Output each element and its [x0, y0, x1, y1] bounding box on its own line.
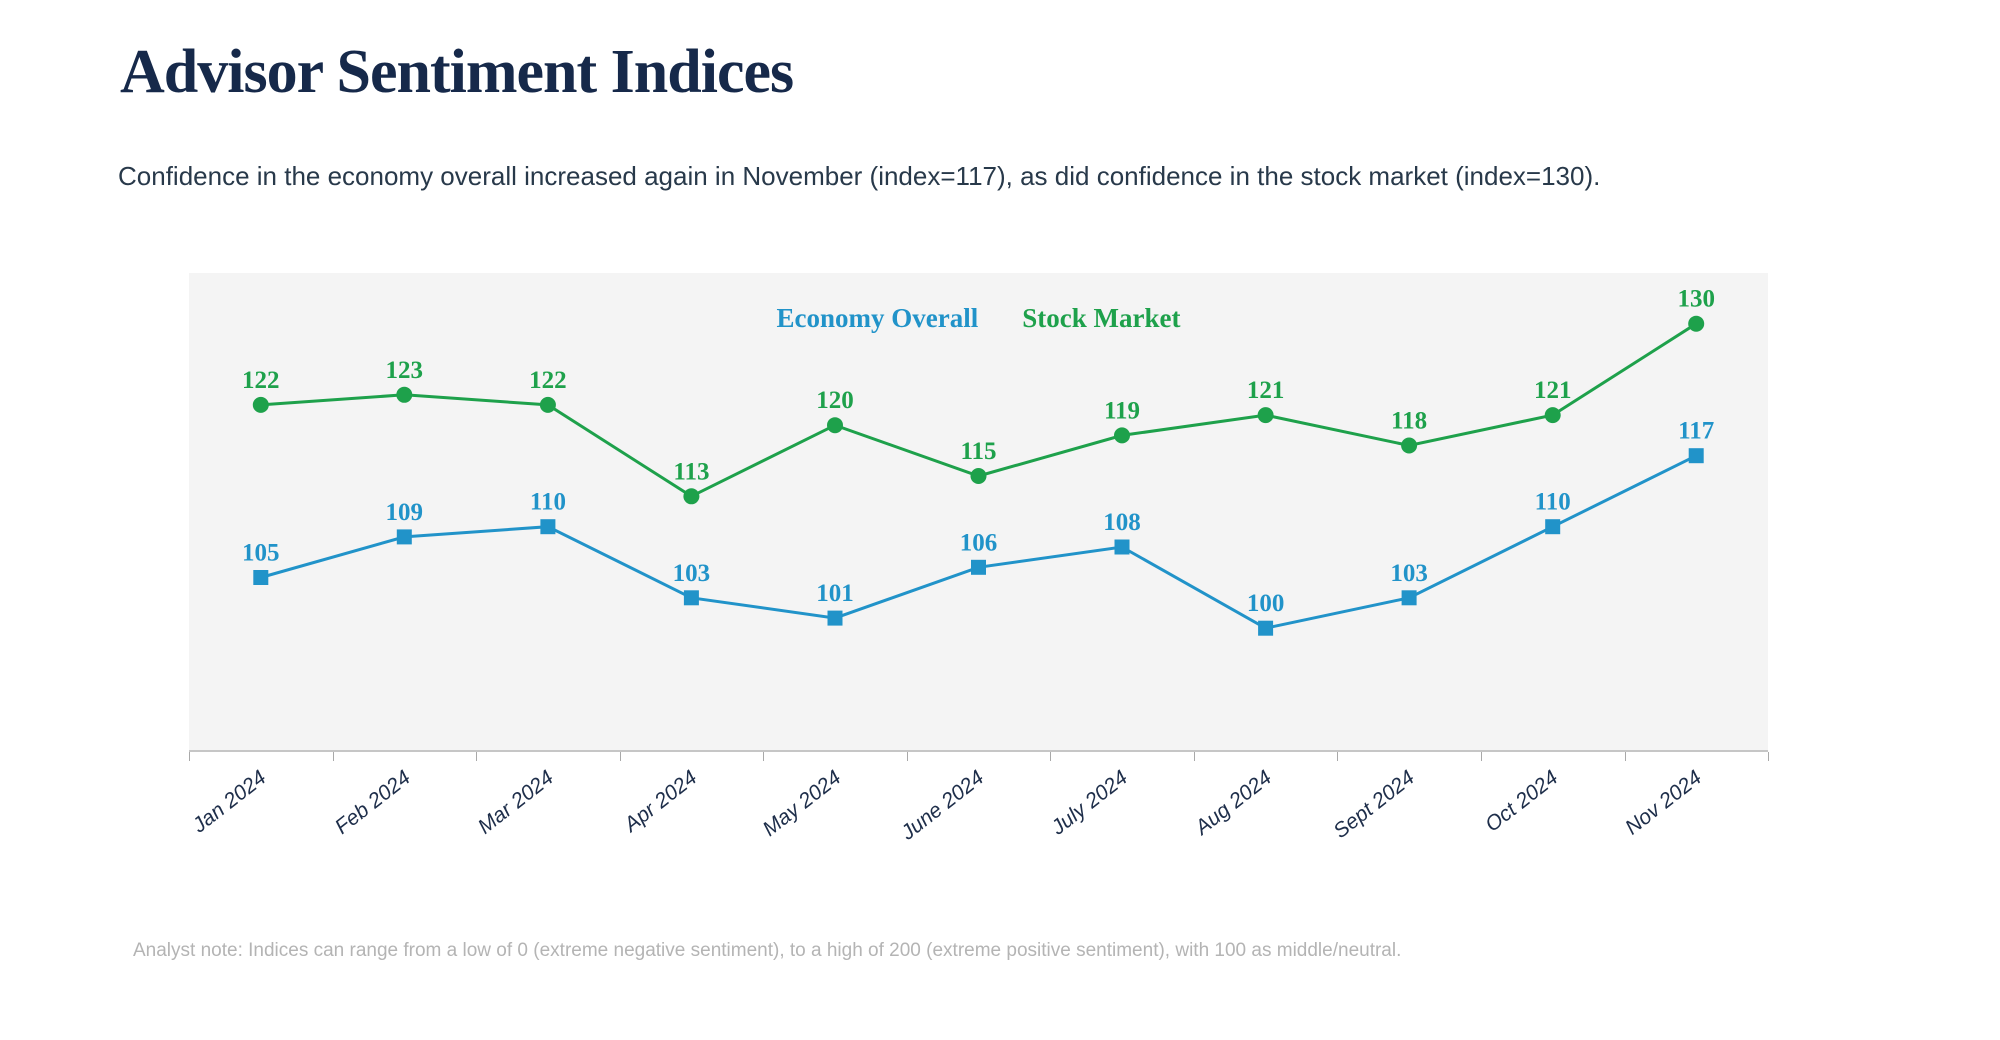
legend-item-stock-market[interactable]: Stock Market [1022, 303, 1181, 333]
chart-legend: Economy Overall Stock Market [189, 303, 1768, 334]
data-point-marker [683, 488, 700, 505]
data-point-label: 110 [530, 489, 566, 516]
x-axis-label: Mar 2024 [473, 766, 559, 839]
data-point-label: 106 [960, 529, 998, 556]
data-point-label: 117 [1678, 418, 1714, 445]
data-point-marker [1545, 519, 1561, 535]
data-point-marker [539, 396, 556, 413]
data-point-marker [1688, 315, 1705, 332]
data-point-label: 119 [1104, 397, 1140, 424]
data-point-label: 115 [960, 438, 996, 465]
page-title: Advisor Sentiment Indices [120, 38, 794, 106]
data-point-marker [253, 570, 269, 585]
data-point-label: 123 [386, 357, 424, 384]
x-axis-tick [1050, 752, 1052, 761]
data-point-label: 103 [673, 560, 711, 587]
data-point-label: 122 [529, 367, 567, 394]
data-point-marker [970, 468, 987, 484]
data-point-marker [1401, 437, 1418, 454]
data-point-label: 113 [673, 458, 709, 485]
legend-item-economy-overall[interactable]: Economy Overall [776, 303, 979, 333]
data-point-marker [1114, 427, 1130, 444]
x-axis-label: May 2024 [758, 766, 846, 841]
data-point-label: 130 [1677, 286, 1715, 313]
x-axis-tick [1480, 752, 1482, 761]
data-point-marker [396, 386, 413, 403]
x-axis-tick [476, 752, 478, 761]
data-point-label: 121 [1247, 377, 1285, 404]
x-axis-tick [1193, 752, 1195, 761]
x-axis-tick [619, 752, 621, 761]
data-point-label: 122 [242, 367, 279, 394]
x-axis-label: Feb 2024 [330, 766, 415, 839]
x-axis-label: Aug 2024 [1190, 766, 1276, 840]
data-point-label: 108 [1103, 509, 1141, 536]
x-axis-tick [763, 752, 765, 761]
data-point-label: 120 [816, 387, 854, 414]
x-axis-label: Nov 2024 [1621, 766, 1707, 840]
page-subtitle: Confidence in the economy overall increa… [118, 161, 1601, 191]
data-point-label: 109 [386, 499, 424, 526]
data-point-label: 100 [1247, 590, 1285, 617]
data-point-marker [971, 559, 986, 575]
data-point-label: 118 [1391, 408, 1427, 435]
x-axis-label: Apr 2024 [620, 766, 702, 837]
x-axis-tick [332, 752, 334, 761]
data-point-marker [396, 529, 412, 545]
analyst-note: Analyst note: Indices can range from a l… [133, 940, 1402, 961]
x-axis-label: Oct 2024 [1481, 766, 1563, 837]
chart-plot-area: Economy Overall Stock Market 122 123 122 11… [189, 273, 1768, 752]
data-point-marker [683, 590, 699, 606]
data-point-marker [252, 396, 269, 413]
data-point-label: 105 [242, 540, 279, 567]
data-point-label: 101 [816, 580, 854, 607]
data-point-marker [540, 519, 556, 535]
line-chart-canvas: 122 123 122 113 120 115 119 121 118 121 130 105 109 1… [242, 286, 1715, 636]
x-axis-label: Jan 2024 [188, 766, 271, 838]
data-point-marker [1544, 407, 1561, 424]
x-axis-tick [1768, 752, 1769, 761]
x-axis-label: July 2024 [1047, 766, 1133, 840]
data-point-marker [1114, 539, 1130, 555]
data-point-label: 121 [1534, 377, 1572, 404]
x-axis-label: Sept 2024 [1329, 766, 1420, 844]
data-point-marker [827, 417, 843, 434]
data-point-marker [1258, 620, 1274, 636]
data-point-marker [1257, 407, 1274, 424]
data-point-marker [1401, 590, 1417, 606]
data-point-label: 110 [1535, 489, 1571, 516]
data-point-marker [827, 610, 843, 626]
x-axis-tick [1337, 752, 1339, 761]
data-point-marker [1688, 448, 1704, 464]
x-axis-tick [1624, 752, 1626, 761]
x-axis-label: June 2024 [897, 766, 989, 845]
x-axis-tick [189, 752, 190, 761]
data-point-label: 103 [1390, 560, 1428, 587]
x-axis-tick [906, 752, 908, 761]
